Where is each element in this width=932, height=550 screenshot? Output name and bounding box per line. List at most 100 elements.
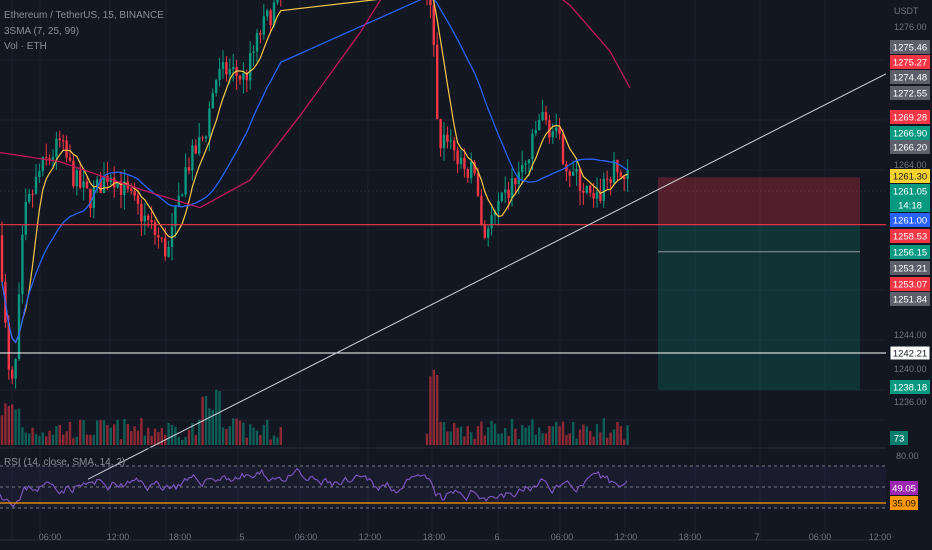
time-axis-label: 12:00 [107,532,130,542]
volume-bar [429,376,432,445]
price-tag: 14:18 [898,201,922,212]
time-axis-label: 18:00 [679,532,702,542]
candle-body [181,194,184,196]
candle-body [266,10,269,17]
candle-body [68,157,72,161]
price-axis-label: 1244.00 [894,330,927,340]
volume-legend[interactable]: Vol · ETH [4,41,47,52]
candle-body [551,131,554,138]
volume-bar [453,423,456,445]
candle-body [11,369,14,379]
candle-body [585,185,588,193]
candle-body [242,72,245,80]
time-axis-label: 06:00 [39,532,62,542]
candle-body [133,190,136,196]
sma99-line [0,0,631,209]
sma-legend[interactable]: 3SMA (7, 25, 99) [4,26,80,37]
volume-bar [599,432,602,445]
candle-body [534,130,537,134]
volume-bar [170,425,174,445]
candle-body [500,192,503,201]
candle-body [442,134,446,149]
candle-body [123,181,126,195]
volume-bar [191,422,194,445]
price-tag: 1275.46 [893,43,927,54]
candle-body [228,69,231,75]
price-tag: 1266.20 [893,143,927,154]
price-tag-bg [890,213,930,227]
volume-bar [187,429,191,445]
candle-body [459,157,463,165]
volume-bar [24,432,27,445]
candle-body [167,246,170,257]
volume-bar [218,391,221,445]
price-tag: 1272.55 [893,89,927,100]
rsi-legend[interactable]: RSI (14, close, SMA, 14, 2) [4,457,126,468]
volume-bar [62,434,65,445]
candle-body [490,215,493,229]
time-axis-label: 18:00 [423,532,446,542]
volume-bar [21,427,24,445]
candle-body [252,51,255,53]
volume-bar [493,423,497,445]
volume-bar [228,426,231,445]
volume-bar [255,430,259,445]
volume-bar [592,436,595,445]
candle-body [249,52,252,81]
price-tag: 1275.27 [893,58,927,69]
price-tag-bg [890,245,930,259]
candle-body [116,181,119,188]
volume-bar [524,427,527,445]
candle-body [507,189,510,199]
candle-body [599,191,602,201]
volume-bar [181,439,184,445]
candle-body [89,188,92,209]
price-axis-label: 1264.00 [894,160,927,170]
volume-bar [14,409,17,445]
volume-bar [521,425,524,445]
volume-bar [92,434,95,445]
volume-bar [113,424,116,445]
volume-bar [555,421,558,445]
candle-body [541,112,544,120]
price-tag-bg [890,70,930,84]
volume-bar [269,439,272,445]
volume-bar [96,420,99,445]
candle-body [568,171,571,176]
price-tag-bg [890,140,930,154]
candle-body [272,2,276,26]
candle-body [51,156,55,160]
volume-bar [116,419,119,445]
volume-bar [174,426,177,445]
volume-bar [4,403,7,445]
candle-body [201,137,204,139]
candle-body [514,178,517,185]
volume-bar [249,424,252,445]
time-axis-label: 12:00 [359,532,382,542]
volume-bar [476,426,480,445]
time-axis-label: 06:00 [809,532,832,542]
candle-body [65,140,68,158]
candle-body [595,191,599,199]
volume-bar [109,427,112,445]
volume-bar [565,435,568,445]
candle-body [194,145,197,154]
volume-bar [446,431,449,445]
time-axis-label: 6 [494,532,499,542]
target-zone [658,224,860,391]
volume-bar [558,426,561,445]
price-tag: 1242.21 [893,349,927,360]
volume-bar [51,434,55,445]
candle-body [456,150,459,165]
candle-body [143,215,146,222]
candle-body [136,195,140,204]
volume-bar [585,426,588,445]
symbol-legend[interactable]: Ethereum / TetherUS, 15, BINANCE [4,10,164,21]
volume-bar [143,435,146,445]
price-tag-bg [890,184,930,198]
time-axis-label: 06:00 [551,532,574,542]
candle-body [208,108,211,137]
volume-bar [507,435,510,445]
volume-bar [616,421,619,445]
